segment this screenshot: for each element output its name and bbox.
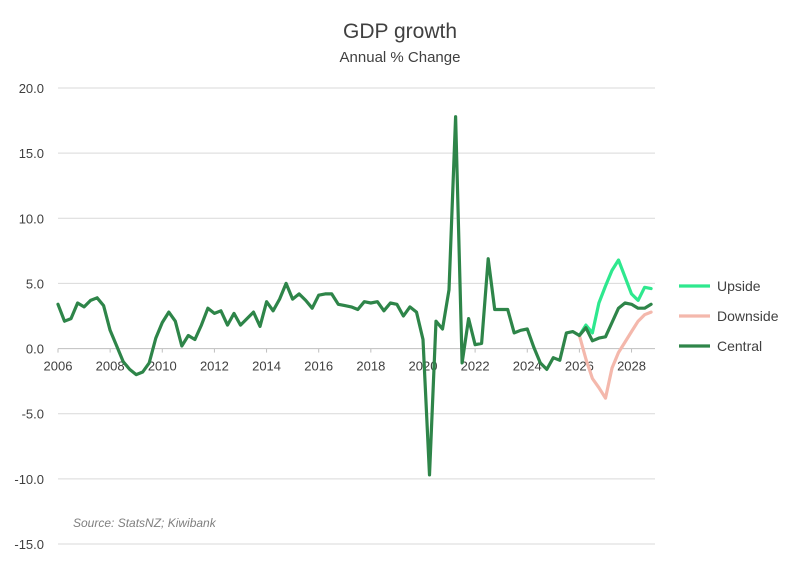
y-tick-label: 10.0	[19, 211, 44, 226]
y-axis-ticks: 20.0 15.0 10.0 5.0 0.0 -5.0 -10.0 -15.0	[14, 81, 44, 552]
legend-label: Upside	[717, 278, 761, 294]
series-lines	[56, 115, 653, 477]
x-tick-label: 2028	[617, 359, 646, 374]
y-tick-label: 5.0	[26, 276, 44, 291]
x-tick-label: 2022	[461, 359, 490, 374]
gridlines	[58, 87, 655, 545]
source-note: Source: StatsNZ; Kiwibank	[73, 516, 217, 530]
x-axis-ticks: 2006 2008 2010 2012 2014 2016 2018 2020 2022 2024…	[44, 348, 646, 374]
x-tick-label: 2012	[200, 359, 229, 374]
downside-series-line	[577, 310, 653, 400]
y-tick-label: 20.0	[19, 81, 44, 96]
chart-title: GDP growth	[343, 20, 457, 43]
x-tick-label: 2024	[513, 359, 542, 374]
central-series-line	[56, 115, 653, 477]
y-tick-label: -10.0	[14, 472, 44, 487]
upside-series-line	[577, 258, 653, 338]
x-tick-label: 2014	[252, 359, 281, 374]
y-tick-label: 0.0	[26, 342, 44, 357]
y-tick-label: 15.0	[19, 146, 44, 161]
y-tick-label: -5.0	[22, 407, 44, 422]
legend-label: Central	[717, 338, 762, 354]
chart-subtitle: Annual % Change	[340, 49, 461, 66]
x-tick-label: 2010	[148, 359, 177, 374]
x-tick-label: 2018	[356, 359, 385, 374]
x-tick-label: 2008	[96, 359, 125, 374]
legend: Upside Downside Central	[679, 278, 779, 354]
x-tick-label: 2016	[304, 359, 333, 374]
legend-label: Downside	[717, 308, 779, 324]
y-tick-label: -15.0	[14, 537, 44, 552]
x-tick-label: 2006	[44, 359, 73, 374]
